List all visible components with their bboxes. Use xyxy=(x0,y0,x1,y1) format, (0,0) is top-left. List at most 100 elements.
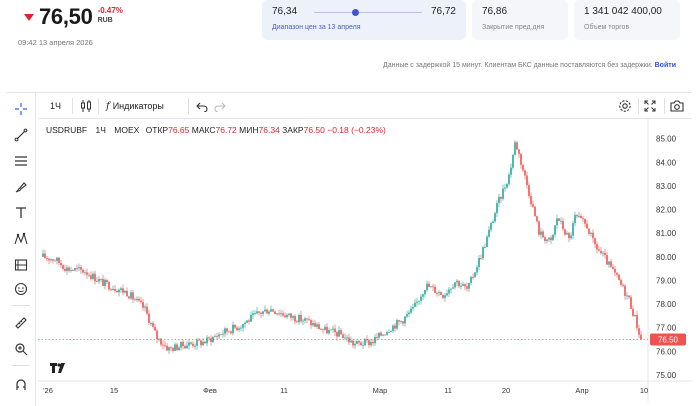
candle-body xyxy=(72,270,74,271)
parallel-channel-icon[interactable] xyxy=(11,151,31,171)
day-range-card: 76,34 76,72 Диапазон цен за 13 апреля xyxy=(262,0,466,40)
candle-body xyxy=(558,218,560,222)
candle-body xyxy=(240,327,242,329)
pattern-icon[interactable] xyxy=(11,229,31,249)
candle-body xyxy=(480,257,482,259)
candle-body xyxy=(384,334,386,336)
candle-body xyxy=(90,275,92,279)
ruler-icon[interactable] xyxy=(11,313,31,333)
emoji-icon[interactable] xyxy=(11,279,31,299)
candle-body xyxy=(140,300,142,302)
candle-body xyxy=(430,286,432,288)
candle-body xyxy=(182,341,184,346)
candle-body xyxy=(306,318,308,320)
candle-body xyxy=(576,215,578,217)
candle-body xyxy=(122,288,124,293)
candle-body xyxy=(360,342,362,346)
legend-close: 76.50 xyxy=(303,125,325,135)
candle-body xyxy=(162,344,164,346)
candle-body xyxy=(172,347,174,351)
brush-icon[interactable] xyxy=(11,177,31,197)
candle-body xyxy=(116,290,118,293)
candle-body xyxy=(618,274,620,280)
candle-body xyxy=(328,329,330,334)
candle-body xyxy=(550,237,552,241)
candle-body xyxy=(582,218,584,220)
x-tick-label: 20 xyxy=(502,386,510,395)
candle-body xyxy=(410,308,412,313)
interval-button[interactable]: 1Ч xyxy=(50,93,61,119)
candle-body xyxy=(564,229,566,235)
magnet-icon[interactable] xyxy=(11,375,31,395)
candle-body xyxy=(596,244,598,250)
candle-body xyxy=(434,286,436,293)
candle-body xyxy=(432,286,434,288)
candle-body xyxy=(154,326,156,331)
candle-body xyxy=(50,259,52,261)
x-tick-label: Фев xyxy=(203,386,217,395)
undo-icon[interactable] xyxy=(196,93,208,119)
indicators-label: Индикаторы xyxy=(112,101,164,111)
toolbar-divider xyxy=(12,365,30,366)
candle-body xyxy=(474,272,476,278)
camera-icon[interactable] xyxy=(670,93,684,119)
x-tick-label: 11 xyxy=(444,386,452,395)
candle-body xyxy=(56,257,58,261)
candle-body xyxy=(178,347,180,350)
candle-body xyxy=(76,268,78,269)
candle-body xyxy=(214,336,216,338)
candle-body xyxy=(246,320,248,323)
candle-body xyxy=(468,283,470,289)
candle-body xyxy=(294,315,296,322)
legend-open: 76.65 xyxy=(168,125,190,135)
indicators-icon: f xyxy=(106,100,110,112)
candle-body xyxy=(498,196,500,204)
text-icon[interactable] xyxy=(11,203,31,223)
candle-body xyxy=(388,332,390,333)
candle-body xyxy=(346,337,348,339)
candle-body xyxy=(322,329,324,331)
fullscreen-icon[interactable] xyxy=(644,93,656,119)
candle-body xyxy=(222,333,224,335)
candle-body xyxy=(488,229,490,237)
forecast-icon[interactable] xyxy=(11,255,31,275)
candle-body xyxy=(440,292,442,295)
candles-icon[interactable] xyxy=(80,93,92,119)
candle-body xyxy=(248,320,250,322)
zoom-icon[interactable] xyxy=(11,339,31,359)
legend-interval: 1Ч xyxy=(95,125,106,135)
candle-body xyxy=(398,320,400,322)
legend-exchange: MOEX xyxy=(114,125,140,135)
login-link[interactable]: Войти xyxy=(654,62,676,69)
redo-icon[interactable] xyxy=(214,93,226,119)
candle-body xyxy=(66,267,68,271)
y-tick-label: 75.00 xyxy=(656,371,677,380)
candle-body xyxy=(160,338,162,345)
candle-body xyxy=(304,318,306,321)
settings-icon[interactable] xyxy=(618,93,632,119)
candle-body xyxy=(166,345,168,351)
candle-body xyxy=(102,278,104,287)
indicators-button[interactable]: f Индикаторы xyxy=(106,93,164,119)
crosshair-icon[interactable] xyxy=(11,99,31,119)
candle-body xyxy=(170,347,172,349)
candle-body xyxy=(232,324,234,334)
candle-body xyxy=(446,293,448,296)
range-high: 76,72 xyxy=(430,6,456,17)
candle-body xyxy=(572,223,574,236)
y-tick-label: 84.00 xyxy=(656,158,677,167)
trend-line-icon[interactable] xyxy=(11,125,31,145)
price-change-percent: -0.47% xyxy=(97,6,123,15)
candle-body xyxy=(608,261,610,265)
candle-body xyxy=(202,341,204,346)
candle-body xyxy=(262,311,264,314)
candle-body xyxy=(602,252,604,254)
price-chart[interactable]: 75.00 76.00 77.00 78.00 79.00 80.00 81.00 82.00… xyxy=(38,119,692,406)
candle-body xyxy=(362,345,364,346)
last-price: 76,50 xyxy=(39,4,93,29)
candle-body xyxy=(312,323,314,326)
candle-body xyxy=(260,312,262,314)
toolbar-divider xyxy=(72,98,73,114)
candle-body xyxy=(494,213,496,222)
candle-body xyxy=(218,334,220,337)
